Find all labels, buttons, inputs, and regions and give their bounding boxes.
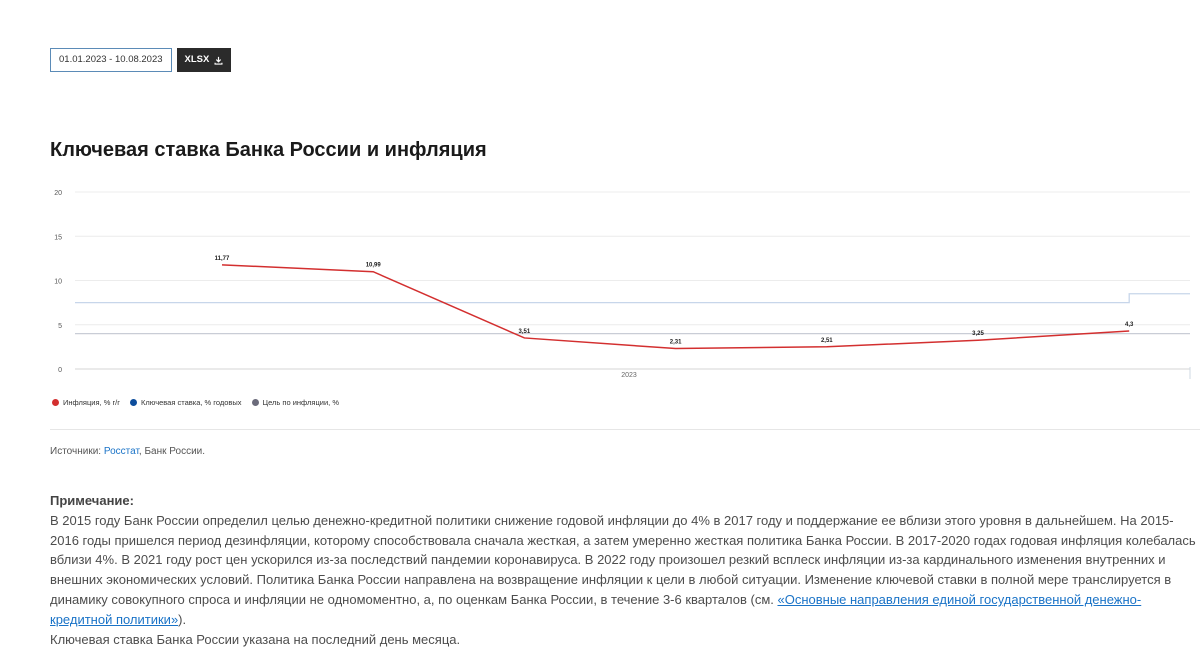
inflation-data-label: 2,51 bbox=[821, 338, 833, 344]
chart-title: Ключевая ставка Банка России и инфляция bbox=[50, 139, 487, 161]
inflation-data-label: 3,25 bbox=[972, 331, 984, 337]
y-tick-label: 5 bbox=[58, 323, 62, 330]
y-tick-label: 0 bbox=[58, 367, 62, 374]
legend-dot-inflation bbox=[52, 399, 59, 406]
legend-dot-key-rate bbox=[130, 399, 137, 406]
legend-item-target[interactable]: Цель по инфляции, % bbox=[251, 398, 339, 407]
inflation-data-label: 11,77 bbox=[215, 256, 230, 262]
key-rate-line bbox=[75, 293, 1190, 304]
download-icon bbox=[214, 56, 223, 65]
xlsx-label: XLSX bbox=[184, 54, 210, 65]
date-range-picker[interactable]: 01.01.2023 - 10.08.2023 bbox=[50, 48, 172, 72]
sources-line: Источники: Росстат, Банк России. bbox=[50, 446, 205, 457]
note-paragraph: В 2015 году Банк России определил целью … bbox=[50, 511, 1200, 630]
note-text-end: ). bbox=[178, 611, 187, 627]
legend-label-target: Цель по инфляции, % bbox=[262, 398, 339, 407]
xlsx-export-button[interactable]: XLSX bbox=[176, 48, 232, 72]
rosstat-link[interactable]: Росстат bbox=[103, 446, 139, 457]
sources-prefix: Источники: bbox=[50, 446, 104, 457]
divider bbox=[50, 429, 1200, 430]
legend-item-key-rate[interactable]: Ключевая ставка, % годовых bbox=[130, 398, 242, 407]
note-heading: Примечание: bbox=[50, 493, 134, 508]
toolbar: 01.01.2023 - 10.08.2023 XLSX bbox=[50, 48, 232, 72]
y-tick-label: 20 bbox=[54, 190, 62, 197]
chart-area: 0 5 10 15 20 2023 11,77 10,99 3,51 2,31 2,51 3,25 4… bbox=[54, 190, 1191, 379]
chart-legend: Инфляция, % г/г Ключевая ставка, % годов… bbox=[52, 398, 339, 407]
inflation-data-label: 10,99 bbox=[366, 263, 382, 269]
inflation-data-label: 4,3 bbox=[1125, 322, 1134, 328]
legend-item-inflation[interactable]: Инфляция, % г/г bbox=[52, 398, 120, 407]
y-tick-label: 15 bbox=[54, 234, 62, 241]
legend-label-key-rate: Ключевая ставка, % годовых bbox=[141, 398, 242, 407]
policy-guidelines-link[interactable]: «Основные направления единой государстве… bbox=[50, 591, 1142, 627]
inflation-data-label: 3,51 bbox=[519, 329, 531, 335]
sources-suffix: , Банк России. bbox=[138, 446, 206, 457]
note-key-rate-remark: Ключевая ставка Банка России указана на … bbox=[50, 631, 461, 647]
x-tick-label: 2023 bbox=[621, 372, 637, 379]
y-tick-label: 10 bbox=[54, 279, 62, 286]
legend-dot-target bbox=[251, 399, 259, 406]
legend-label-inflation: Инфляция, % г/г bbox=[63, 398, 120, 407]
inflation-line bbox=[221, 264, 1130, 350]
note-text: В 2015 году Банк России определил целью … bbox=[50, 512, 1196, 607]
note-block: Примечание: В 2015 году Банк России опре… bbox=[50, 491, 1200, 649]
inflation-data-label: 2,31 bbox=[670, 340, 682, 346]
